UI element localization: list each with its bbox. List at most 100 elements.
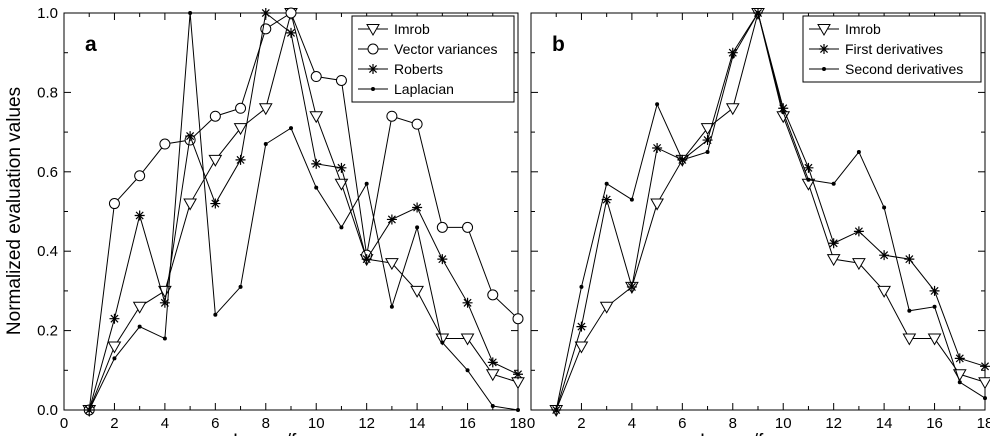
x-axis-label: Image/frames: [233, 431, 349, 436]
data-point: [112, 356, 117, 361]
y-tick-label: 0.0: [37, 402, 58, 419]
data-point: [978, 377, 990, 390]
data-point: [983, 396, 987, 401]
legend-marker: [822, 67, 826, 71]
data-point: [263, 142, 268, 147]
data-point: [516, 408, 520, 412]
data-point: [389, 304, 394, 309]
data-point: [574, 341, 589, 354]
y-tick-label: 0.8: [37, 84, 58, 101]
data-point: [702, 135, 713, 146]
data-point: [879, 250, 890, 261]
x-tick-label: 6: [211, 415, 219, 432]
data-point: [109, 313, 120, 324]
data-point: [159, 138, 171, 150]
x-tick-label: 2: [577, 415, 585, 432]
data-point: [460, 333, 475, 346]
legend: Imrob First derivatives Second derivatives: [802, 15, 982, 83]
data-point: [778, 103, 789, 114]
data-point: [334, 178, 349, 191]
data-point: [209, 110, 221, 122]
legend-entry: First derivatives: [845, 41, 943, 57]
data-point: [286, 27, 296, 38]
data-point: [487, 357, 498, 368]
data-point: [233, 123, 248, 136]
data-point: [285, 7, 297, 19]
data-point: [410, 285, 424, 298]
x-tick-label: 4: [628, 415, 636, 432]
legend: Imrob Vector variances Roberts Laplacian: [351, 15, 515, 103]
data-point: [310, 71, 322, 83]
data-point: [907, 308, 912, 313]
x-tick-label: 18: [977, 415, 990, 432]
data-point: [803, 162, 814, 173]
x-tick-label: 4: [161, 415, 169, 432]
data-point: [705, 149, 710, 154]
data-point: [927, 333, 942, 346]
legend-marker: [366, 24, 380, 37]
series-second-derivatives: [554, 11, 987, 412]
data-point: [952, 369, 967, 382]
data-point: [828, 238, 839, 249]
data-point: [314, 185, 319, 190]
x-tick-label: 10: [775, 415, 792, 432]
data-point: [188, 11, 193, 15]
series-line: [88, 12, 519, 411]
x-tick-label: 0: [60, 415, 68, 432]
data-point: [235, 154, 246, 165]
y-tick-label: 0.4: [37, 243, 58, 260]
data-point: [579, 284, 584, 289]
data-point: [485, 369, 500, 382]
legend-entry: Imrob: [845, 21, 881, 37]
data-point: [601, 194, 612, 205]
series-line: [88, 12, 519, 411]
data-point: [599, 301, 614, 314]
data-point: [335, 74, 347, 86]
data-point: [361, 254, 372, 265]
panel-a: 0 2 4 6 8 10 12 14 16 18 0.0 0.2 0.4 0.6 0.8 1.0 Image/f…: [37, 5, 526, 436]
legend-entry: Imrob: [394, 21, 430, 37]
data-point: [213, 312, 218, 317]
data-point: [856, 149, 861, 154]
data-point: [756, 11, 760, 15]
y-tick-label: 0.6: [37, 164, 58, 181]
data-point: [311, 158, 322, 169]
series-laplacian: [87, 11, 520, 412]
data-point: [108, 198, 120, 210]
legend-marker: [819, 44, 829, 54]
series-line: [88, 12, 519, 411]
data-point: [513, 369, 523, 380]
legend-marker: [371, 87, 375, 91]
data-point: [877, 285, 891, 298]
y-axis-label: Normalized evaluation values: [4, 87, 25, 335]
panel-label: a: [85, 33, 97, 56]
data-point: [436, 221, 448, 233]
legend-marker: [817, 24, 831, 37]
data-point: [629, 197, 634, 202]
x-tick-label: 14: [876, 415, 893, 432]
x-tick-label: 6: [678, 415, 686, 432]
data-point: [655, 102, 660, 107]
data-point: [87, 408, 92, 412]
data-point: [309, 111, 324, 124]
data-point: [554, 408, 559, 412]
data-point: [852, 258, 866, 271]
x-tick-label: 16: [926, 415, 943, 432]
data-point: [626, 281, 637, 292]
data-point: [385, 258, 399, 271]
x-tick-label: 14: [409, 415, 426, 432]
x-tick-label: 12: [358, 415, 375, 432]
series-roberts: [84, 8, 523, 415]
x-tick-label: 10: [308, 415, 325, 432]
data-point: [183, 198, 197, 211]
data-point: [781, 110, 786, 115]
data-point: [902, 333, 917, 346]
data-point: [462, 221, 474, 233]
data-point: [260, 8, 271, 18]
data-point: [604, 181, 609, 186]
data-point: [576, 321, 587, 332]
data-point: [159, 297, 170, 308]
data-point: [932, 304, 937, 309]
data-point: [730, 54, 735, 59]
data-point: [289, 126, 293, 131]
